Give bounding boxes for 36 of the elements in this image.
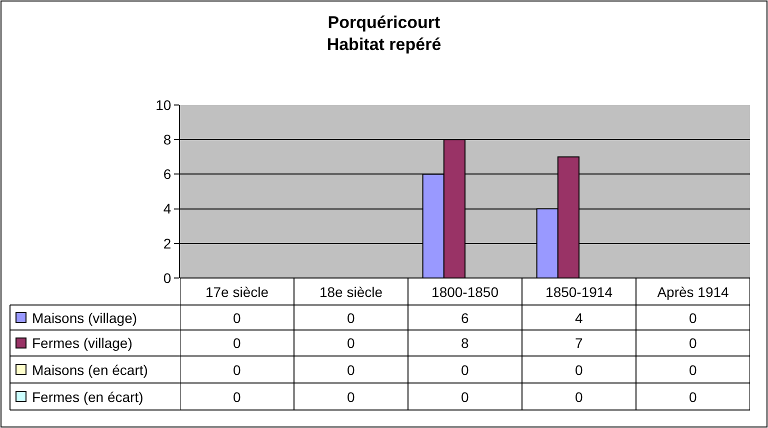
y-tick-label: 6: [163, 166, 172, 182]
data-label: 0: [689, 335, 697, 351]
data-label: 0: [575, 389, 583, 405]
x-tick-label: 1850-1914: [546, 284, 613, 300]
x-tick-label: 1800-1850: [432, 284, 499, 300]
legend-label: Fermes (village): [32, 335, 132, 351]
data-label: 0: [689, 389, 697, 405]
data-label: 0: [461, 362, 469, 378]
y-tick-label: 8: [163, 132, 172, 148]
data-label: 0: [347, 389, 355, 405]
chart-title: Porquéricourt Habitat repéré: [326, 13, 442, 54]
data-label: 0: [233, 335, 241, 351]
data-label: 0: [233, 362, 241, 378]
data-label: 0: [689, 310, 697, 326]
data-label: 6: [461, 310, 469, 326]
data-label: 0: [347, 362, 355, 378]
data-label: 0: [347, 335, 355, 351]
data-label: 0: [461, 389, 469, 405]
data-label: 4: [575, 310, 583, 326]
data-label: 0: [233, 389, 241, 405]
data-label: 0: [689, 362, 697, 378]
data-label: 0: [575, 362, 583, 378]
data-label: 8: [461, 335, 469, 351]
data-label: 0: [233, 310, 241, 326]
y-tick-label: 4: [163, 200, 172, 217]
legend-label: Fermes (en écart): [32, 389, 144, 405]
legend-label: Maisons (village): [32, 310, 138, 326]
data-label: 0: [347, 310, 355, 326]
y-tick-label: 2: [163, 235, 172, 252]
data-label: 7: [575, 335, 583, 351]
x-tick-label: 18e siècle: [319, 284, 383, 300]
x-tick-label: 17e siècle: [205, 284, 269, 300]
x-tick-label: Après 1914: [657, 284, 730, 300]
legend-label: Maisons (en écart): [32, 362, 148, 378]
y-tick-label: 0: [163, 270, 172, 286]
y-tick-label: 10: [156, 96, 172, 113]
